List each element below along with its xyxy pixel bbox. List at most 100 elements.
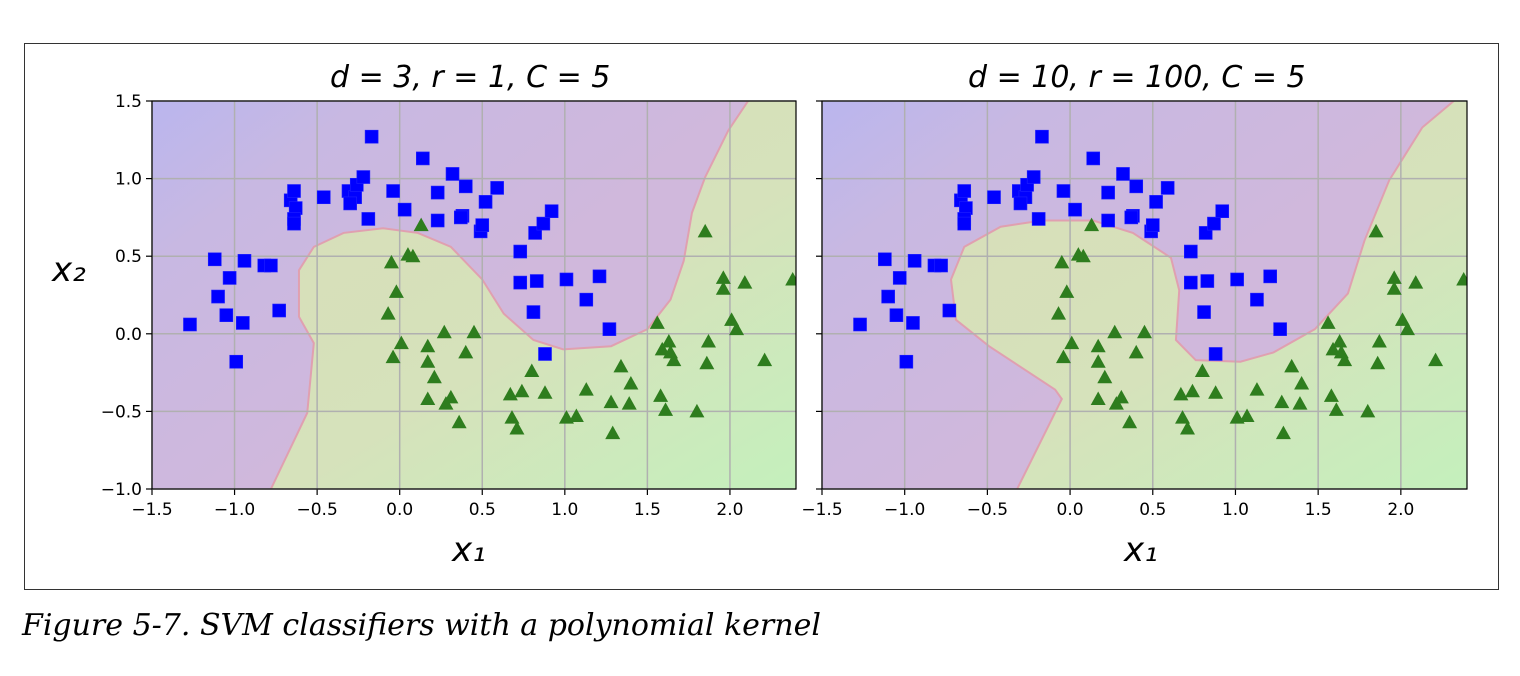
class1-triangle-point [1408, 275, 1424, 289]
class1-triangle-point [1239, 408, 1255, 423]
y-tick-label: 0.0 [115, 325, 142, 345]
class0-square-point [236, 316, 250, 330]
class1-triangle-point [1090, 354, 1106, 368]
class1-triangle-point [1325, 341, 1341, 356]
class0-square-point [892, 271, 907, 285]
decision-boundary [949, 101, 1455, 489]
class1-triangle-point [1275, 425, 1291, 440]
class0-square-point [853, 317, 867, 332]
class0-square-point [1160, 181, 1175, 195]
class0-square-point [934, 258, 948, 273]
class1-triangle-point [1059, 284, 1075, 298]
class1-triangle-point [1337, 352, 1353, 367]
class0-square-point [237, 254, 252, 268]
class1-triangle-point [653, 388, 669, 402]
class1-triangle-point [1294, 375, 1310, 390]
class1-triangle-point [524, 363, 540, 378]
class1-triangle-point [658, 402, 674, 416]
class1-triangle-point [1208, 385, 1224, 399]
class1-triangle-point [1137, 324, 1152, 339]
class0-square-point [272, 303, 286, 318]
axes-frame [151, 100, 797, 490]
class0-square-point [1230, 272, 1244, 287]
class1-triangle-point [715, 270, 731, 284]
class1-triangle-point [426, 369, 442, 384]
x-tick-label: −0.5 [296, 500, 337, 520]
class1-triangle-point [393, 335, 409, 350]
class1-triangle-point [1320, 315, 1336, 329]
class1-triangle-point [420, 391, 436, 405]
right-plot-xlabel: x₁ [1124, 530, 1158, 570]
class0-square-point [356, 170, 371, 184]
x-tick-label: 2.0 [1387, 500, 1414, 520]
class1-triangle-point [438, 396, 454, 410]
class1-triangle-point [1456, 271, 1467, 286]
class0-square-point [316, 190, 331, 205]
class1-triangle-point [785, 271, 796, 286]
class0-square-point [287, 216, 301, 231]
class1-triangle-point [724, 312, 740, 326]
class1-triangle-point [1371, 334, 1387, 348]
class1-triangle-point [666, 352, 682, 367]
class0-square-point [526, 305, 541, 319]
class1-triangle-point [737, 275, 753, 289]
class0-square-point [361, 212, 376, 226]
class0-square-point [1086, 151, 1101, 166]
class1-triangle-point [605, 425, 621, 440]
x-tick-label: 1.5 [634, 500, 661, 520]
class0-square-point [1197, 305, 1211, 319]
class1-triangle-point [603, 394, 619, 409]
class0-square-point [343, 196, 357, 211]
x-tick-label: 1.5 [1305, 500, 1332, 520]
class1-triangle-point [661, 334, 677, 348]
class0-square-point [544, 204, 559, 218]
class1-triangle-point [578, 382, 594, 396]
class0-square-point [453, 210, 468, 225]
class0-square-point [207, 252, 222, 267]
class1-triangle-point [451, 414, 467, 429]
y-tick-label: −1.0 [101, 480, 142, 500]
class0-square-point [1184, 244, 1198, 259]
class1-triangle-point [1075, 248, 1091, 263]
class1-triangle-point [1180, 420, 1195, 435]
y-tick-label: −0.5 [101, 402, 142, 422]
class1-triangle-point [568, 408, 584, 423]
x-tick-label: −1.5 [801, 500, 842, 520]
class0-square-point [536, 216, 551, 231]
left-plot-title: d = 3, r = 1, C = 5 [330, 60, 611, 95]
class0-square-point [183, 317, 197, 332]
class1-triangle-point [1128, 344, 1144, 359]
class1-triangle-point [458, 344, 474, 359]
class1-triangle-point [757, 352, 773, 367]
class0-square-point [490, 181, 504, 195]
class1-triangle-point [466, 324, 482, 339]
right-plot: −1.5 −1.0 −0.5 0.0 0.5 1.0 1.5 2.0 [801, 100, 1468, 520]
class0-square-point [878, 252, 892, 267]
class0-square-point [430, 213, 445, 228]
class0-square-point [222, 271, 237, 285]
decision-boundary [269, 101, 749, 489]
class0-square-point [364, 129, 379, 144]
class1-triangle-point [380, 306, 396, 320]
class0-square-point [1263, 269, 1277, 284]
x-tick-label: 0.5 [469, 500, 496, 520]
class0-square-point [889, 308, 904, 322]
class1-triangle-point [1122, 414, 1138, 429]
left-plot-xlabel: x₁ [452, 530, 486, 570]
class0-region [152, 101, 749, 489]
left-plot-ylabel: x₂ [52, 250, 86, 290]
x-tick-label: 1.0 [551, 500, 578, 520]
class0-square-point [942, 303, 957, 318]
x-tick-label: 0.0 [1057, 500, 1084, 520]
class0-square-point [1056, 184, 1071, 198]
class0-square-point [592, 269, 607, 284]
class1-triangle-point [436, 324, 452, 339]
class1-triangle-point [1386, 281, 1402, 295]
class1-triangle-point [1097, 369, 1113, 384]
class1-triangle-point [1399, 321, 1415, 336]
class1-triangle-point [1194, 363, 1210, 378]
class0-square-point [478, 195, 493, 209]
class0-square-point [513, 244, 528, 259]
class0-square-point [957, 216, 972, 231]
class1-triangle-point [1368, 223, 1384, 238]
